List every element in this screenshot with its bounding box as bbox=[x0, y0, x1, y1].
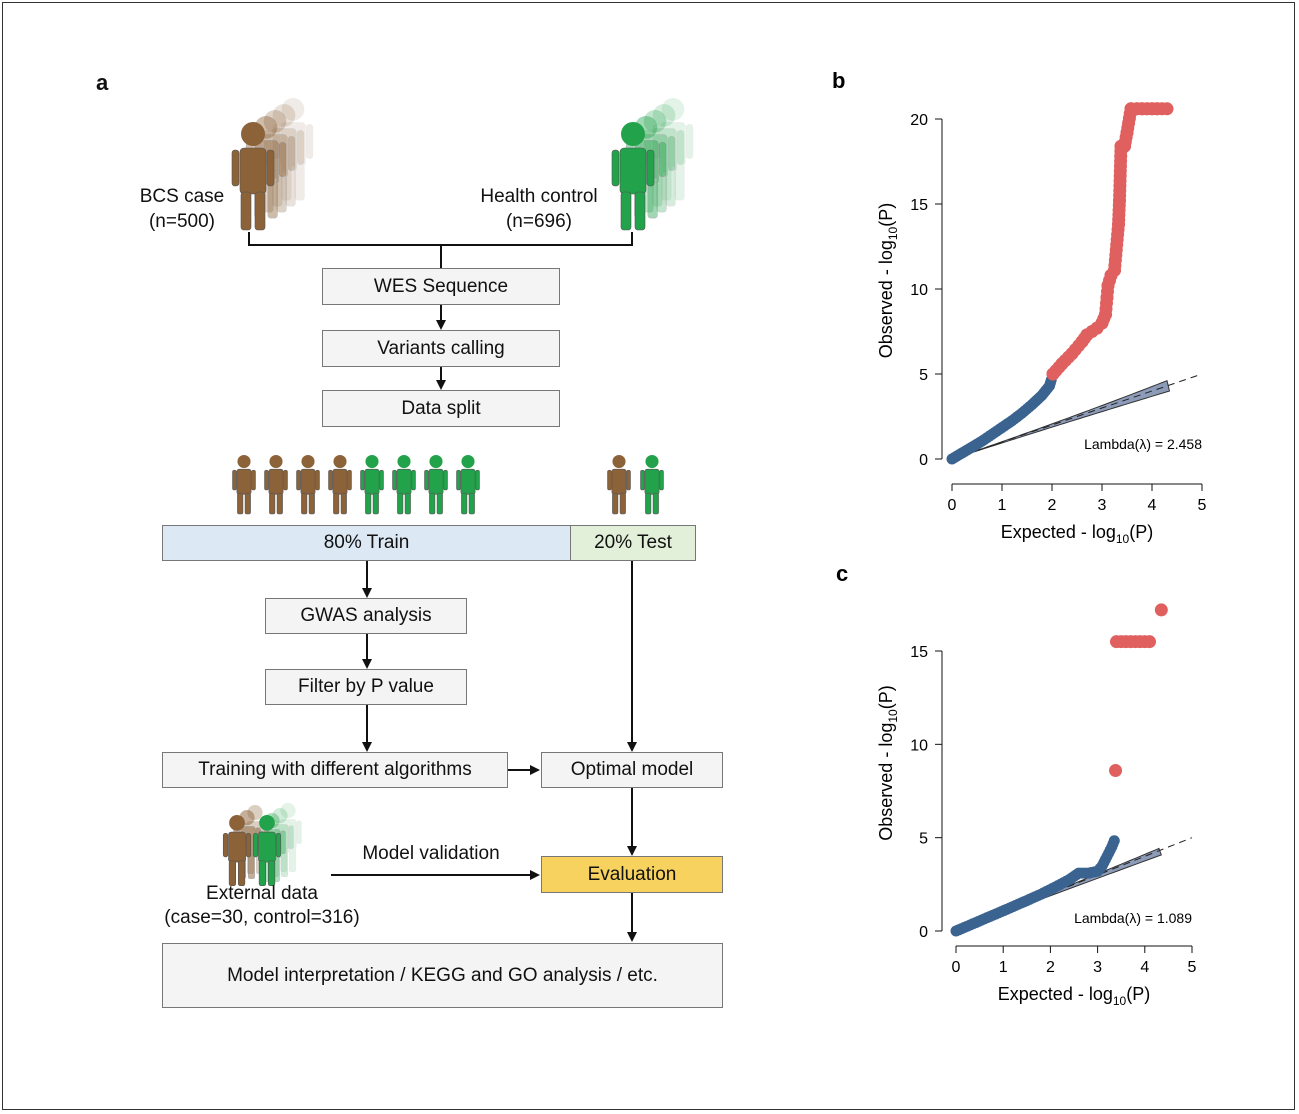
qq-significant-point bbox=[1160, 102, 1174, 116]
x-axis-title: Expected - log10(P) bbox=[1001, 522, 1153, 546]
control-person-shadow bbox=[652, 98, 694, 201]
panel-letter: b bbox=[832, 68, 845, 93]
train-control-person-icon bbox=[360, 455, 384, 515]
case-person-shadow bbox=[263, 104, 305, 207]
qq-significant-point bbox=[1055, 357, 1069, 371]
qq-significant-point bbox=[1112, 217, 1125, 231]
train-case-person-icon bbox=[328, 455, 352, 515]
gwas-analysis-box: GWAS analysis bbox=[265, 598, 467, 634]
control-count: (n=696) bbox=[505, 211, 573, 232]
test-control-person-icon bbox=[640, 455, 664, 515]
external-data-count: (case=30, control=316) bbox=[164, 907, 360, 928]
x-tick-label: 1 bbox=[998, 497, 1007, 514]
panel-letter: c bbox=[836, 561, 848, 586]
qq-significant-point bbox=[1046, 367, 1060, 381]
lambda-label: Lambda(λ) = 2.458 bbox=[1084, 436, 1202, 452]
y-tick-label: 10 bbox=[910, 737, 928, 754]
qq-significant-point bbox=[1100, 291, 1114, 304]
train-control-person-icon bbox=[392, 455, 416, 515]
x-tick-label: 5 bbox=[1188, 959, 1197, 976]
qq-significant-point bbox=[1150, 102, 1164, 116]
qq-significant-point bbox=[1108, 263, 1121, 277]
x-tick-label: 3 bbox=[1093, 959, 1102, 976]
y-axis-title: Observed - log10(P) bbox=[876, 685, 900, 840]
train-split-box: 80% Train bbox=[162, 525, 571, 561]
qq-significant-point bbox=[1154, 603, 1168, 617]
filter-p-value-box: Filter by P value bbox=[265, 669, 467, 705]
x-tick-label: 2 bbox=[1048, 497, 1057, 514]
y-tick-label: 0 bbox=[919, 924, 928, 941]
data-split-box: Data split bbox=[322, 390, 560, 427]
test-split-box: 20% Test bbox=[570, 525, 696, 561]
x-tick-label: 3 bbox=[1098, 497, 1107, 514]
expected-diagonal bbox=[951, 373, 1203, 460]
qq-significant-point bbox=[1113, 194, 1126, 208]
case-count: (n=500) bbox=[148, 211, 216, 232]
panel-a-letter: a bbox=[96, 70, 109, 95]
train-case-person-icon bbox=[264, 455, 288, 515]
interpretation-box: Model interpretation / KEGG and GO analy… bbox=[162, 943, 723, 1008]
optimal-model-box: Optimal model bbox=[541, 752, 723, 788]
external-case-person-icon bbox=[222, 815, 252, 886]
train-control-person-icon bbox=[456, 455, 480, 515]
evaluation-box: Evaluation bbox=[541, 856, 723, 893]
qq-significant-point bbox=[1109, 763, 1123, 777]
qq-significant-point bbox=[1101, 279, 1115, 293]
y-tick-label: 20 bbox=[910, 112, 928, 129]
case-person-shadow bbox=[272, 98, 314, 201]
y-tick-label: 5 bbox=[919, 831, 928, 848]
wes-sequence-box: WES Sequence bbox=[322, 268, 560, 305]
qq-significant-point bbox=[1118, 139, 1131, 153]
control-person-icon bbox=[611, 122, 655, 231]
y-tick-label: 15 bbox=[910, 644, 928, 661]
y-tick-label: 5 bbox=[919, 367, 928, 384]
y-tick-label: 10 bbox=[910, 282, 928, 299]
x-tick-label: 0 bbox=[948, 497, 957, 514]
control-label: Health control bbox=[480, 186, 598, 207]
train-case-person-icon bbox=[296, 455, 320, 515]
train-case-person-icon bbox=[232, 455, 256, 515]
y-tick-label: 15 bbox=[910, 197, 928, 214]
variants-calling-box: Variants calling bbox=[322, 330, 560, 367]
external-data-label: External data bbox=[206, 883, 318, 904]
model-validation-label: Model validation bbox=[362, 843, 500, 864]
training-algorithms-box: Training with different algorithms bbox=[162, 752, 508, 788]
x-tick-label: 2 bbox=[1046, 959, 1055, 976]
test-case-person-icon bbox=[607, 455, 631, 515]
x-axis-title: Expected - log10(P) bbox=[998, 984, 1150, 1008]
y-tick-label: 0 bbox=[919, 452, 928, 469]
x-tick-label: 4 bbox=[1148, 497, 1157, 514]
x-tick-label: 0 bbox=[952, 959, 961, 976]
x-tick-label: 1 bbox=[999, 959, 1008, 976]
case-label: BCS case bbox=[139, 186, 225, 207]
qq-significant-point bbox=[1120, 126, 1134, 140]
y-axis-title: Observed - log10(P) bbox=[876, 203, 900, 358]
case-person-icon bbox=[231, 122, 275, 231]
qq-significant-point bbox=[1080, 328, 1094, 342]
external-control-person-icon bbox=[252, 815, 282, 886]
confidence-band bbox=[951, 380, 1171, 460]
qq-significant-point bbox=[1065, 347, 1079, 361]
qq-significant-point bbox=[1099, 308, 1112, 321]
qq-point bbox=[1108, 835, 1120, 847]
x-tick-label: 5 bbox=[1198, 497, 1207, 514]
x-tick-label: 4 bbox=[1140, 959, 1149, 976]
train-control-person-icon bbox=[424, 455, 448, 515]
lambda-label: Lambda(λ) = 1.089 bbox=[1074, 910, 1192, 926]
qq-significant-point bbox=[1143, 635, 1157, 649]
